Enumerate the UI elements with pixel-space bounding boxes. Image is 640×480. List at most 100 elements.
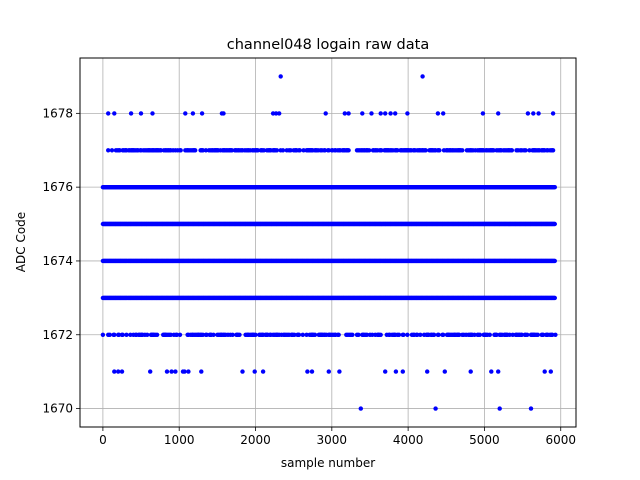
data-point: [509, 148, 515, 153]
data-point: [548, 369, 553, 374]
data-point: [177, 332, 183, 337]
data-point: [550, 148, 556, 153]
data-point: [261, 148, 267, 153]
plot-frame: [79, 57, 577, 428]
data-point: [358, 406, 363, 411]
data-point: [277, 111, 282, 116]
data-point: [433, 406, 438, 411]
data-point: [494, 332, 499, 337]
data-point: [106, 111, 111, 116]
data-point: [535, 332, 540, 337]
data-point: [186, 369, 191, 374]
data-point: [150, 111, 155, 116]
data-point: [405, 111, 410, 116]
x-tick-label: 3000: [317, 433, 348, 447]
data-point: [468, 369, 473, 374]
data-point: [553, 332, 558, 337]
data-point: [425, 369, 430, 374]
data-point: [395, 148, 400, 153]
data-point: [383, 369, 388, 374]
data-point: [364, 332, 370, 337]
data-point: [116, 332, 122, 337]
data-point: [260, 369, 266, 374]
data-point: [203, 148, 209, 153]
data-point: [400, 369, 405, 374]
data-point: [367, 148, 372, 153]
data-point: [288, 148, 293, 153]
data-point: [423, 148, 428, 153]
data-point: [552, 221, 557, 227]
data-point: [378, 332, 383, 337]
data-point: [531, 111, 536, 116]
y-tick-label: 1670: [42, 402, 73, 416]
x-tick-label: 2000: [240, 433, 271, 447]
data-point: [190, 111, 196, 116]
data-point: [124, 332, 129, 337]
y-tick-label: 1678: [42, 106, 73, 120]
y-axis: 1670 1672 1674 1676 1678: [42, 106, 80, 416]
data-point: [436, 332, 441, 337]
chart-title: channel048 logain raw data: [227, 37, 429, 53]
data-point: [519, 332, 524, 337]
data-point: [420, 74, 425, 79]
data-point: [437, 148, 442, 153]
x-tick-label: 6000: [545, 433, 576, 447]
data-point: [326, 369, 331, 374]
data-point: [525, 332, 530, 337]
x-tick-label: 5000: [469, 433, 500, 447]
data-point: [138, 111, 144, 116]
data-point: [274, 148, 280, 153]
data-point: [542, 369, 547, 374]
data-point: [253, 332, 258, 337]
data-point: [211, 332, 216, 337]
data-point: [472, 332, 477, 337]
data-point: [457, 332, 462, 337]
data-point: [441, 111, 446, 116]
data-point: [383, 111, 388, 116]
data-point: [552, 185, 557, 190]
data-point: [393, 111, 398, 116]
data-point: [507, 332, 512, 337]
data-point: [128, 111, 134, 116]
data-point: [112, 369, 117, 374]
data-point: [379, 148, 384, 153]
data-point: [154, 332, 160, 337]
data-point: [337, 369, 342, 374]
data-point: [497, 406, 502, 411]
data-point: [230, 332, 235, 337]
data-point: [346, 111, 351, 116]
data-point: [119, 369, 125, 374]
data-point: [252, 369, 257, 374]
data-point: [496, 369, 501, 374]
data-point: [480, 111, 486, 116]
data-point: [552, 258, 557, 264]
data-point: [378, 111, 383, 116]
data-point: [393, 369, 399, 374]
y-tick-label: 1674: [42, 254, 73, 268]
data-point: [182, 369, 187, 374]
data-point: [109, 148, 115, 153]
x-tick-label: 1000: [164, 433, 195, 447]
data-point: [145, 332, 150, 337]
y-tick-label: 1676: [42, 180, 73, 194]
data-point: [168, 332, 173, 337]
x-axis-label: sample number: [281, 456, 375, 470]
data-point: [552, 295, 557, 301]
data-point: [441, 332, 446, 337]
data-point: [496, 111, 501, 116]
data-point: [309, 369, 315, 374]
data-point: [312, 332, 318, 337]
data-point: [296, 332, 302, 337]
data-point: [107, 332, 113, 337]
data-point: [120, 332, 125, 337]
data-point: [528, 406, 534, 411]
data-point: [278, 74, 283, 79]
data-point: [388, 111, 393, 116]
y-tick-label: 1672: [42, 328, 73, 342]
data-point: [396, 332, 402, 337]
data-point: [112, 332, 117, 337]
data-point: [460, 148, 465, 153]
data-point: [193, 148, 198, 153]
data-point: [169, 369, 174, 374]
